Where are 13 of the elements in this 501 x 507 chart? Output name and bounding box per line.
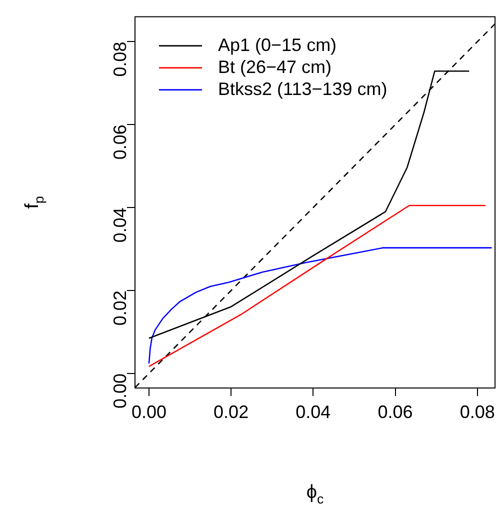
x-tick-label: 0.00: [131, 402, 166, 422]
y-axis-title: fp: [22, 196, 47, 209]
legend-label: Ap1 (0−15 cm): [218, 34, 337, 55]
y-tick-label: 0.06: [110, 124, 130, 160]
legend-label: Btkss2 (113−139 cm): [218, 78, 388, 99]
y-tick-label: 0.04: [110, 208, 130, 243]
x-tick-label: 0.08: [460, 402, 495, 422]
legend-label: Bt (26−47 cm): [218, 56, 332, 77]
x-tick-label: 0.02: [214, 402, 249, 422]
y-tick-label: 0.08: [110, 42, 130, 77]
x-tick-label: 0.04: [296, 402, 331, 422]
x-tick-label: 0.06: [378, 402, 413, 422]
y-tick-label: 0.02: [110, 290, 130, 326]
